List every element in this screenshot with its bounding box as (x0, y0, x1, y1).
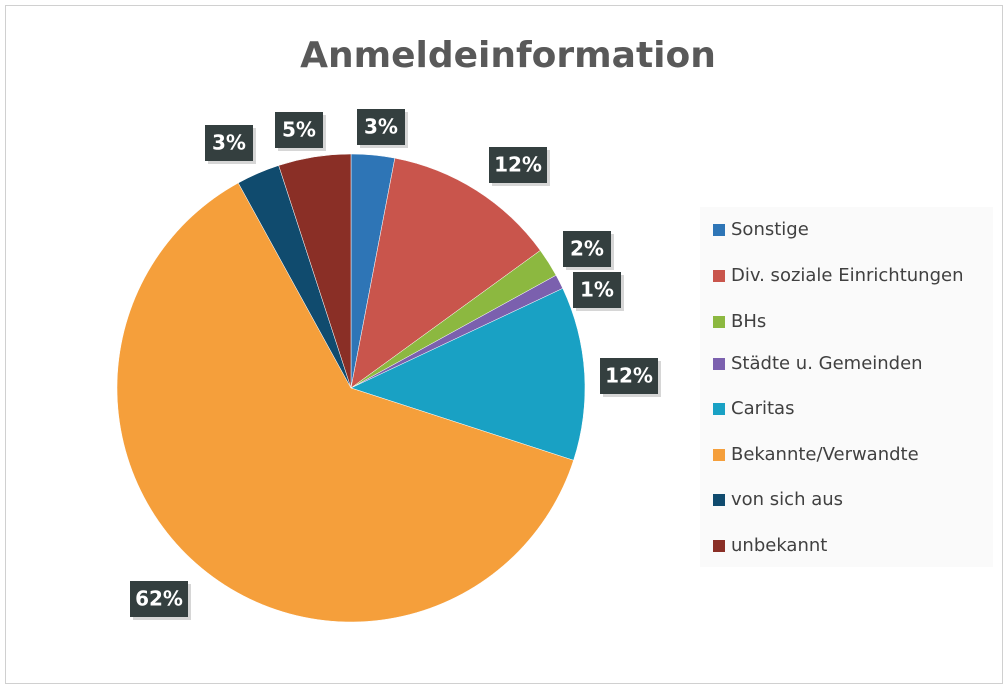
legend-swatch (713, 224, 725, 236)
legend-label: Bekannte/Verwandte (731, 444, 919, 465)
pie-slice (278, 153, 352, 389)
data-label-box (205, 125, 253, 161)
data-label-box (130, 581, 188, 617)
legend-swatch (713, 494, 725, 506)
legend-swatch (713, 403, 725, 415)
pie-slice (116, 182, 574, 623)
legend-label: Sonstige (731, 219, 809, 240)
legend-swatch (713, 316, 725, 328)
data-label-box (600, 358, 658, 394)
legend-label: Caritas (731, 398, 794, 419)
data-label-box (489, 147, 547, 183)
legend-label: Städte u. Gemeinden (731, 353, 923, 374)
pie-slice (350, 157, 541, 389)
legend-swatch (713, 540, 725, 552)
data-label: 3% (364, 115, 398, 139)
legend-label: BHs (731, 311, 766, 332)
data-label: 1% (580, 278, 614, 302)
legend-label: unbekannt (731, 535, 827, 556)
pie-slice (350, 288, 586, 461)
data-label-box (573, 272, 621, 308)
data-label-box (563, 231, 611, 267)
legend (700, 207, 993, 567)
legend-swatch (713, 358, 725, 370)
legend-swatch (713, 449, 725, 461)
legend-label: Div. soziale Einrichtungen (731, 265, 964, 286)
data-label: 2% (570, 237, 604, 261)
data-label: 12% (605, 364, 653, 388)
data-label: 12% (494, 153, 542, 177)
data-label-box (275, 112, 323, 148)
legend-swatch (713, 270, 725, 282)
data-label: 3% (212, 131, 246, 155)
data-label: 62% (135, 587, 183, 611)
data-label-box (357, 109, 405, 145)
chart-title: Anmeldeinformation (300, 35, 716, 76)
data-label: 5% (282, 118, 316, 142)
legend-label: von sich aus (731, 489, 843, 510)
